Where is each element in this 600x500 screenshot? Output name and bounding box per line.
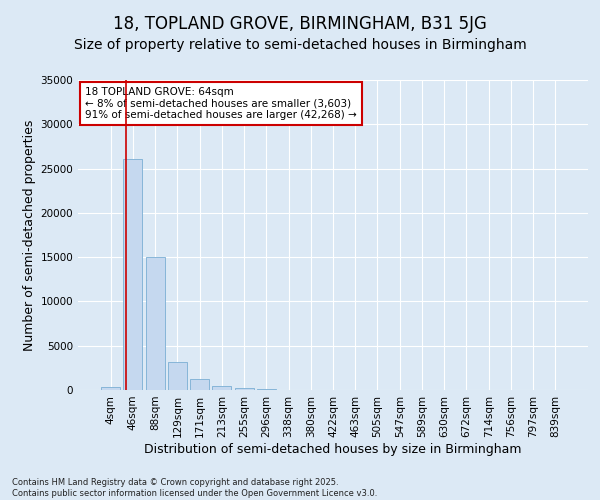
Bar (212, 386, 231, 390)
Bar (124, 159, 142, 390)
Bar (168, 362, 187, 390)
X-axis label: Distribution of semi-detached houses by size in Birmingham: Distribution of semi-detached houses by … (144, 442, 522, 456)
Text: Contains HM Land Registry data © Crown copyright and database right 2025.
Contai: Contains HM Land Registry data © Crown c… (12, 478, 377, 498)
Bar (190, 380, 209, 390)
Y-axis label: Number of semi-detached properties: Number of semi-detached properties (23, 120, 36, 350)
Bar (146, 256, 164, 390)
Bar (235, 388, 254, 390)
Text: 18, TOPLAND GROVE, BIRMINGHAM, B31 5JG: 18, TOPLAND GROVE, BIRMINGHAM, B31 5JG (113, 15, 487, 33)
Text: 18 TOPLAND GROVE: 64sqm
← 8% of semi-detached houses are smaller (3,603)
91% of : 18 TOPLAND GROVE: 64sqm ← 8% of semi-det… (85, 87, 356, 120)
Bar (257, 389, 276, 390)
Text: Size of property relative to semi-detached houses in Birmingham: Size of property relative to semi-detach… (74, 38, 526, 52)
Bar (101, 387, 120, 390)
